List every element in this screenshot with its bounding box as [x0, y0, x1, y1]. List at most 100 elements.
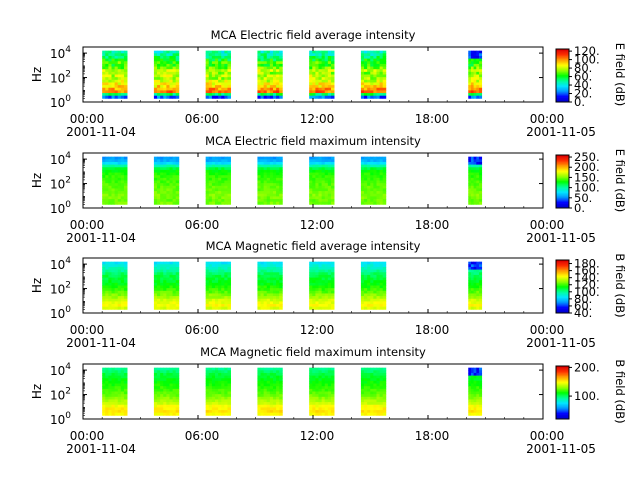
spectrogram-cell	[224, 180, 228, 184]
spectrogram-cell	[114, 304, 119, 308]
spectrogram-cell	[364, 55, 368, 60]
spectrogram-cell	[476, 175, 480, 179]
spectrogram-cell	[153, 90, 158, 94]
spectrogram-cell	[279, 159, 283, 163]
spectrogram-cell	[468, 288, 472, 292]
spectrogram-cell	[166, 372, 170, 377]
spectrogram-cell	[108, 82, 112, 86]
spectrogram-cell	[382, 296, 387, 300]
spectrogram-cell	[205, 61, 210, 65]
spectrogram-cell	[169, 274, 173, 278]
spectrogram-cell	[376, 288, 380, 292]
colorbar-step	[556, 416, 569, 418]
colorbar-step	[556, 297, 569, 300]
spectrogram-cell	[221, 159, 225, 163]
colorbar-step	[556, 261, 569, 263]
spectrogram-cell	[111, 402, 116, 406]
spectrogram-cell	[108, 378, 112, 382]
spectrogram-cell	[279, 264, 283, 268]
spectrogram-cell	[364, 402, 368, 406]
spectrogram-cell	[157, 391, 161, 395]
spectrogram-cell	[370, 164, 374, 168]
spectrogram-cell	[111, 372, 116, 377]
spectrogram-cell	[327, 61, 332, 65]
spectrogram-cell	[276, 274, 280, 278]
spectrogram-cell	[272, 272, 277, 276]
spectrogram-cell	[478, 193, 483, 197]
colorbar-step	[556, 396, 569, 398]
spectrogram-cell	[279, 296, 283, 300]
spectrogram-cell	[370, 378, 374, 382]
spectrogram-cell	[260, 183, 265, 187]
spectrogram-cell	[373, 301, 377, 305]
spectrogram-cell	[163, 412, 167, 416]
spectrogram-cell	[266, 378, 271, 382]
spectrogram-cell	[163, 274, 167, 278]
spectrogram-cell	[370, 156, 374, 160]
spectrogram-cell	[205, 402, 210, 406]
spectrogram-cell	[208, 95, 213, 99]
spectrogram-cell	[105, 266, 109, 271]
spectrogram-cell	[382, 74, 387, 78]
spectrogram-cell	[312, 266, 316, 271]
spectrogram-cell	[163, 282, 167, 286]
spectrogram-cell	[175, 156, 180, 160]
spectrogram-cell	[123, 282, 128, 286]
spectrogram-cell	[382, 77, 387, 81]
spectrogram-cell	[376, 280, 380, 284]
spectrogram-cell	[266, 375, 271, 379]
spectrogram-cell	[279, 175, 283, 179]
spectrogram-cell	[260, 93, 265, 97]
spectrogram-cell	[327, 394, 332, 398]
spectrogram-cell	[157, 77, 161, 81]
spectrogram-cell	[327, 378, 332, 382]
spectrogram-cell	[114, 288, 119, 292]
spectrogram-cell	[473, 90, 477, 94]
spectrogram-cell	[172, 285, 177, 289]
spectrogram-cell	[260, 201, 265, 205]
spectrogram-cell	[276, 66, 280, 70]
spectrogram-cell	[382, 404, 387, 408]
spectrogram-cell	[120, 261, 125, 265]
spectrogram-cell	[473, 87, 477, 91]
spectrogram-cell	[224, 63, 228, 67]
colorbar-step	[556, 264, 569, 266]
spectrogram-cell	[269, 372, 274, 377]
spectrogram-cell	[215, 306, 219, 310]
spectrogram-cell	[476, 380, 480, 384]
spectrogram-cell	[218, 161, 222, 166]
spectrogram-cell	[172, 169, 177, 173]
spectrogram-cell	[276, 90, 280, 94]
x-tick-date: 2001-11-04	[66, 442, 136, 456]
spectrogram-cell	[279, 293, 283, 297]
spectrogram-cell	[224, 399, 228, 403]
spectrogram-cell	[221, 410, 225, 414]
spectrogram-cell	[330, 372, 335, 377]
spectrogram-cell	[312, 404, 316, 408]
spectrogram-cell	[312, 280, 316, 284]
colorbar-step	[556, 268, 569, 271]
colorbar-step	[556, 382, 569, 384]
spectrogram-cell	[175, 285, 180, 289]
x-tick-label: 00:00	[70, 323, 105, 337]
spectrogram-cell	[309, 407, 313, 411]
x-tick-label: 00:00	[530, 323, 565, 337]
spectrogram-cell	[269, 304, 274, 308]
spectrogram-cell	[370, 282, 374, 286]
spectrogram-cell	[120, 71, 125, 75]
spectrogram-cell	[382, 90, 387, 94]
spectrogram-cell	[211, 290, 216, 294]
spectrogram-cell	[172, 79, 177, 83]
y-tick-label: 102	[50, 176, 71, 192]
spectrogram-cell	[382, 298, 387, 302]
spectrogram-cell	[218, 167, 222, 171]
spectrogram-cell	[309, 95, 313, 99]
spectrogram-cell	[312, 306, 316, 310]
spectrogram-cell	[379, 412, 384, 416]
spectrogram-cell	[224, 193, 228, 197]
spectrogram-cell	[478, 79, 483, 83]
spectrogram-cell	[324, 87, 329, 91]
spectrogram-cell	[166, 185, 170, 189]
spectrogram-cell	[321, 407, 326, 411]
spectrogram-cell	[324, 372, 329, 377]
